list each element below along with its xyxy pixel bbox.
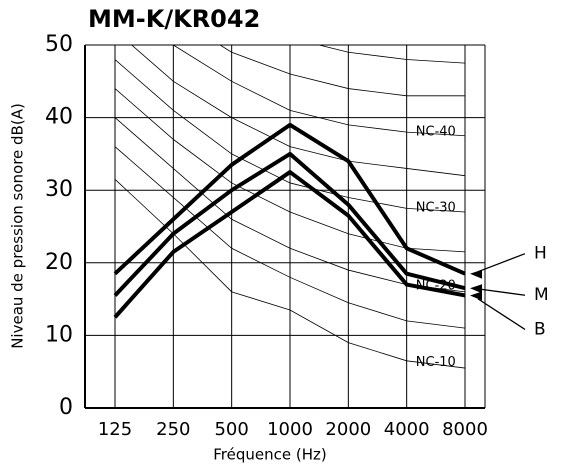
x-tick-label: 1000: [267, 419, 313, 440]
legend-arrowhead: [470, 284, 482, 294]
series-line: [113, 122, 466, 276]
series-line: [113, 170, 466, 319]
y-axis-label: Niveau de pression sonore dB(A): [9, 103, 27, 349]
legend-arrow: [477, 253, 526, 273]
legend-label: M: [534, 285, 549, 305]
chart-title: MM-K/KR042: [88, 5, 260, 33]
x-tick-label: 8000: [442, 419, 488, 440]
legend-label: B: [534, 319, 546, 339]
y-tick-label: 30: [45, 177, 73, 202]
legend-label: H: [534, 244, 547, 264]
legend-arrowhead: [470, 291, 482, 301]
x-tick-label: 4000: [384, 419, 430, 440]
y-tick-label: 10: [45, 322, 73, 347]
series-line: [113, 151, 466, 297]
x-tick-label: 250: [156, 419, 190, 440]
reference-label: NC-40: [416, 124, 456, 139]
legend-arrow: [477, 288, 526, 296]
y-tick-label: 50: [45, 32, 73, 57]
y-tick-label: 0: [59, 395, 73, 420]
reference-label: NC-10: [416, 355, 456, 370]
x-axis-label: Fréquence (Hz): [213, 446, 326, 464]
x-tick-label: 500: [214, 419, 248, 440]
legend-arrowhead: [470, 269, 482, 279]
x-tick-label: 125: [98, 419, 132, 440]
legend-arrow: [477, 298, 526, 331]
reference-label: NC-30: [416, 201, 456, 216]
x-tick-label: 2000: [325, 419, 371, 440]
y-tick-label: 40: [45, 105, 73, 130]
y-tick-label: 20: [45, 250, 73, 275]
